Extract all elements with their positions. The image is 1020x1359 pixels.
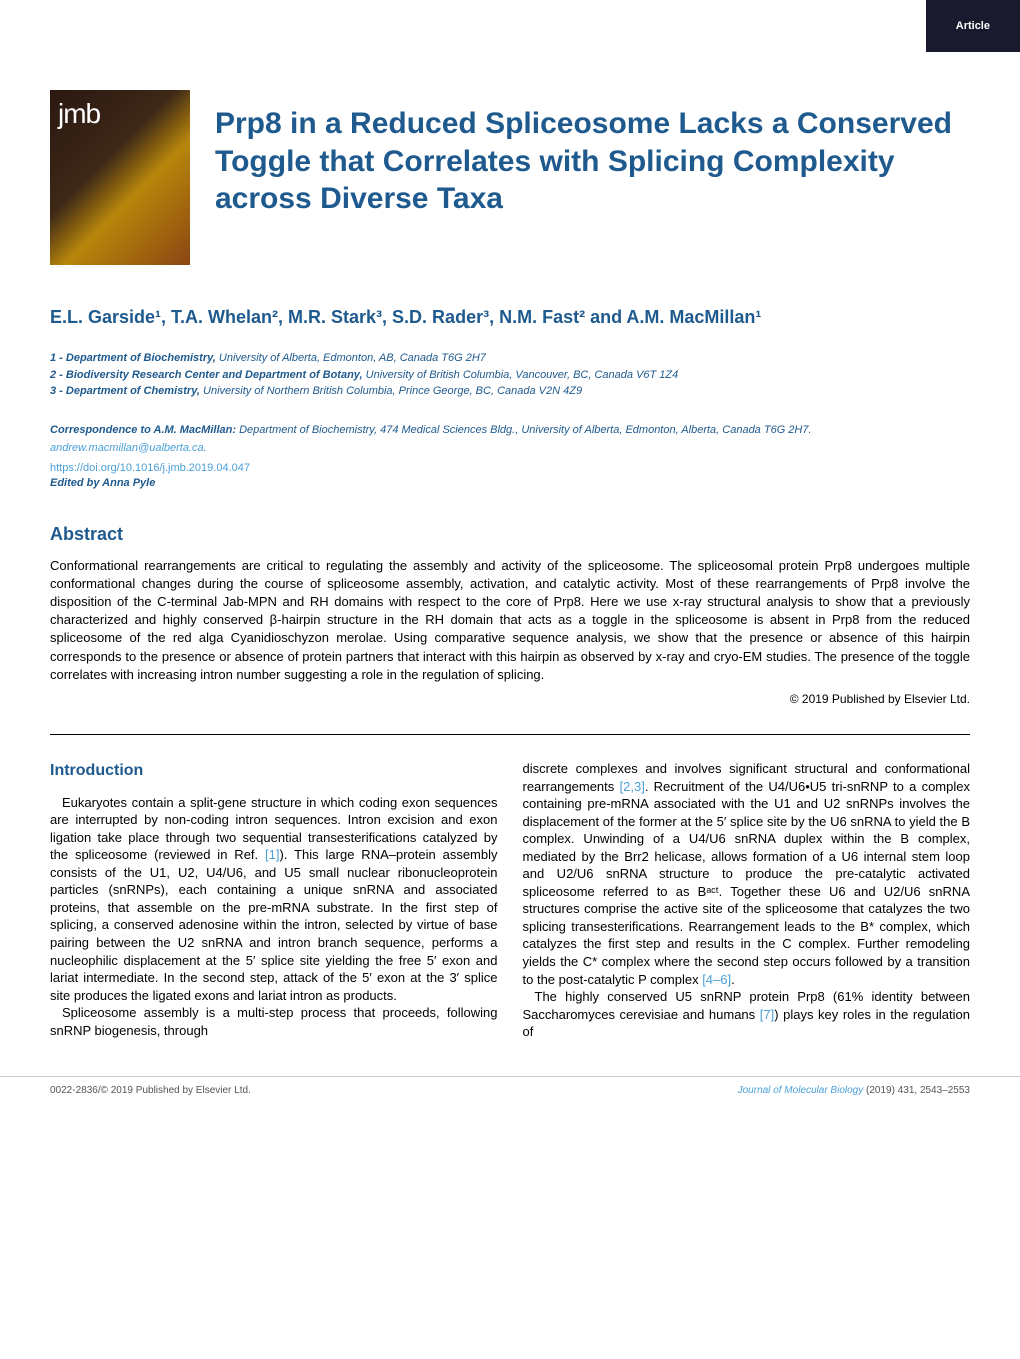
footer-copyright: 0022-2836/© 2019 Published by Elsevier L…: [50, 1085, 251, 1096]
header-section: jmb Prp8 in a Reduced Spliceosome Lacks …: [0, 0, 1020, 285]
ref-link-4[interactable]: [7]: [760, 1007, 774, 1022]
introduction-heading: Introduction: [50, 760, 498, 782]
body-column-right: discrete complexes and involves signific…: [523, 760, 971, 1041]
ref-link-1[interactable]: [1]: [265, 847, 279, 862]
footer-journal-link[interactable]: Journal of Molecular Biology: [738, 1085, 864, 1096]
article-type-badge: Article: [926, 0, 1020, 52]
affiliation-2: 2 - Biodiversity Research Center and Dep…: [50, 367, 970, 384]
correspondence-text: Correspondence to A.M. MacMillan: Depart…: [50, 424, 812, 455]
abstract-heading: Abstract: [50, 524, 970, 545]
correspondence-section: Correspondence to A.M. MacMillan: Depart…: [0, 415, 1020, 462]
body-column-left: Introduction Eukaryotes contain a split-…: [50, 760, 498, 1041]
authors-section: E.L. Garside¹, T.A. Whelan², M.R. Stark³…: [0, 285, 1020, 340]
footer-citation: Journal of Molecular Biology (2019) 431,…: [738, 1085, 970, 1096]
intro-paragraph-2: Spliceosome assembly is a multi-step pro…: [50, 1004, 498, 1039]
intro-paragraph-2-cont: discrete complexes and involves signific…: [523, 760, 971, 988]
abstract-section: Abstract Conformational rearrangements a…: [0, 509, 1020, 726]
intro-paragraph-1: Eukaryotes contain a split-gene structur…: [50, 794, 498, 1005]
affiliation-3: 3 - Department of Chemistry, University …: [50, 383, 970, 400]
footer-bar: 0022-2836/© 2019 Published by Elsevier L…: [0, 1076, 1020, 1108]
affiliation-1: 1 - Department of Biochemistry, Universi…: [50, 350, 970, 367]
ref-link-3[interactable]: [4–6]: [702, 972, 731, 987]
edited-by: Edited by Anna Pyle: [0, 474, 1020, 509]
title-block: Prp8 in a Reduced Spliceosome Lacks a Co…: [215, 90, 970, 218]
ref-link-2[interactable]: [2,3]: [620, 779, 645, 794]
doi-link[interactable]: https://doi.org/10.1016/j.jmb.2019.04.04…: [0, 462, 1020, 474]
correspondence-email[interactable]: andrew.macmillan@ualberta.ca.: [50, 442, 207, 454]
abstract-copyright: © 2019 Published by Elsevier Ltd.: [50, 692, 970, 706]
journal-logo: jmb: [50, 90, 190, 265]
abstract-text: Conformational rearrangements are critic…: [50, 557, 970, 684]
affiliations: 1 - Department of Biochemistry, Universi…: [0, 340, 1020, 415]
author-list: E.L. Garside¹, T.A. Whelan², M.R. Stark³…: [50, 305, 970, 330]
article-title: Prp8 in a Reduced Spliceosome Lacks a Co…: [215, 105, 970, 218]
logo-text: jmb: [58, 98, 100, 130]
body-columns: Introduction Eukaryotes contain a split-…: [0, 735, 1020, 1061]
intro-paragraph-3: The highly conserved U5 snRNP protein Pr…: [523, 988, 971, 1041]
